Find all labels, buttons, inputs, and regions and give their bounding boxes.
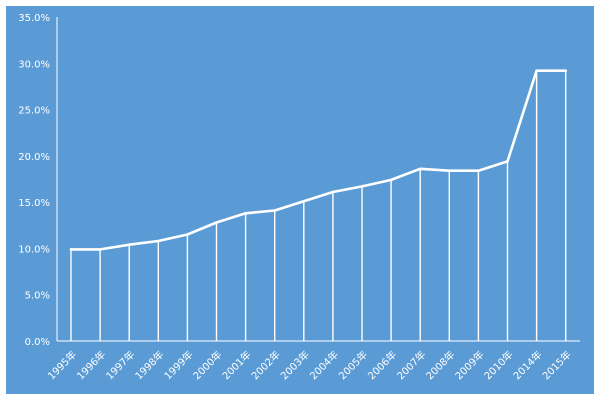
y-tick-label: 35.0% [18, 13, 50, 24]
y-tick-label: 10.0% [18, 244, 50, 255]
data-point [506, 160, 509, 163]
series-line [69, 69, 568, 251]
data-point [419, 167, 422, 171]
y-tick-label: 30.0% [18, 59, 50, 70]
data-point [98, 248, 102, 251]
data-point [389, 178, 393, 182]
data-point [448, 169, 451, 172]
data-point [69, 248, 73, 251]
data-point [157, 239, 160, 243]
data-point [215, 221, 218, 224]
series-layer [69, 69, 568, 251]
y-tick-label: 20.0% [18, 152, 50, 163]
data-point [564, 69, 567, 72]
data-point [331, 190, 335, 194]
data-point [128, 243, 131, 246]
y-tick-label: 0.0% [25, 337, 50, 348]
y-tick-label: 15.0% [18, 198, 50, 209]
chart-background [6, 6, 594, 394]
data-point [535, 69, 538, 72]
data-point [302, 200, 305, 203]
data-point [273, 209, 276, 212]
data-point [477, 169, 480, 172]
y-tick-label: 5.0% [25, 291, 50, 302]
data-point [360, 185, 364, 188]
y-tick-label: 25.0% [18, 106, 50, 117]
data-point [186, 233, 189, 236]
drop-lines [70, 70, 567, 341]
y-axis-ticks: 0.0% 5.0% 10.0% 15.0% 20.0% 25.0% 30.0% 35.0% [18, 13, 50, 348]
data-point [244, 212, 247, 215]
